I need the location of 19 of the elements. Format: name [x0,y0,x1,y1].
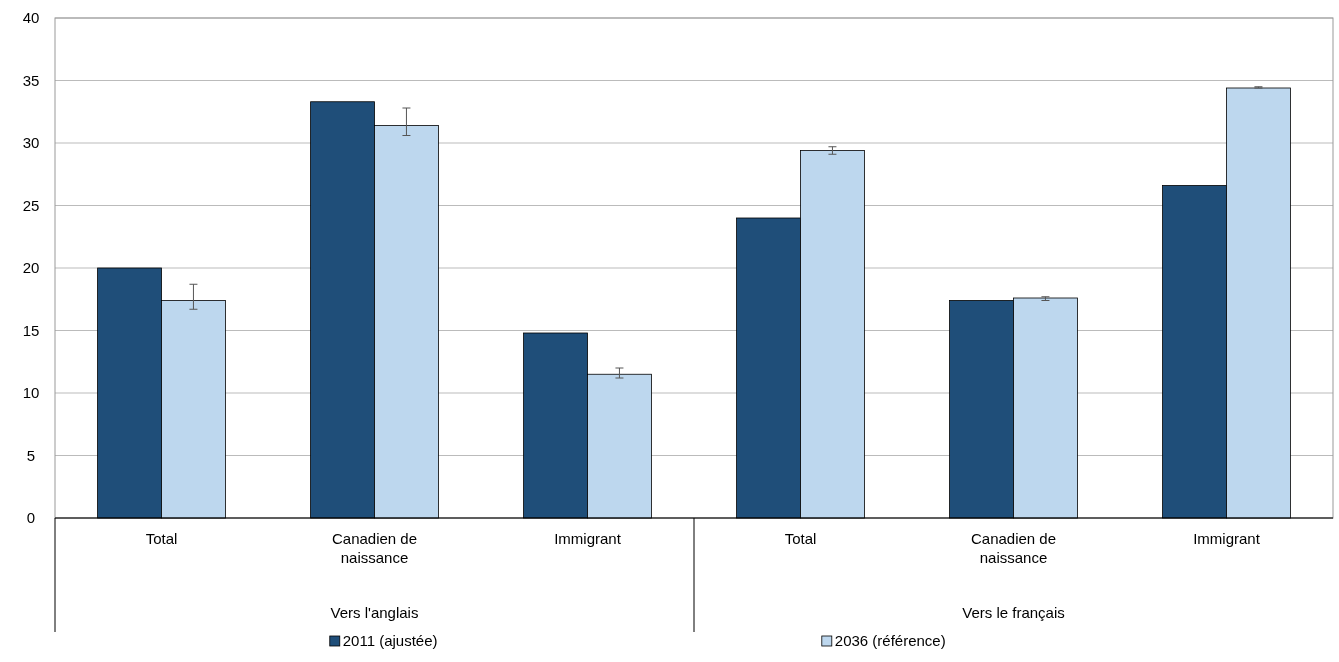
y-tick-label: 15 [22,321,40,339]
x-tick-label: Total [145,530,178,547]
y-tick-label: 30 [22,134,40,152]
y-tick-label: 20 [22,259,40,277]
legend-label: 2011 (ajustée) [342,632,438,649]
text: Vers le français [962,604,1065,621]
y-tick-label: 5 [26,446,36,464]
x-tick-label: Immigrant [1193,530,1261,547]
y-tick-label: 25 [22,196,40,214]
y-tick-label: 0 [26,509,36,527]
x-tick-label: Canadien de naissance [970,530,1057,566]
y-tick-label: 40 [22,9,40,27]
text: Vers l'anglais [330,604,419,621]
y-tick-label: 10 [22,384,40,402]
legend-label: 2036 (référence) [834,632,946,649]
x-tick-label: Canadien de naissance [331,530,418,566]
x-tick-label: Immigrant [554,530,622,547]
x-tick-label: Total [784,530,817,547]
y-tick-label: 35 [22,71,40,89]
